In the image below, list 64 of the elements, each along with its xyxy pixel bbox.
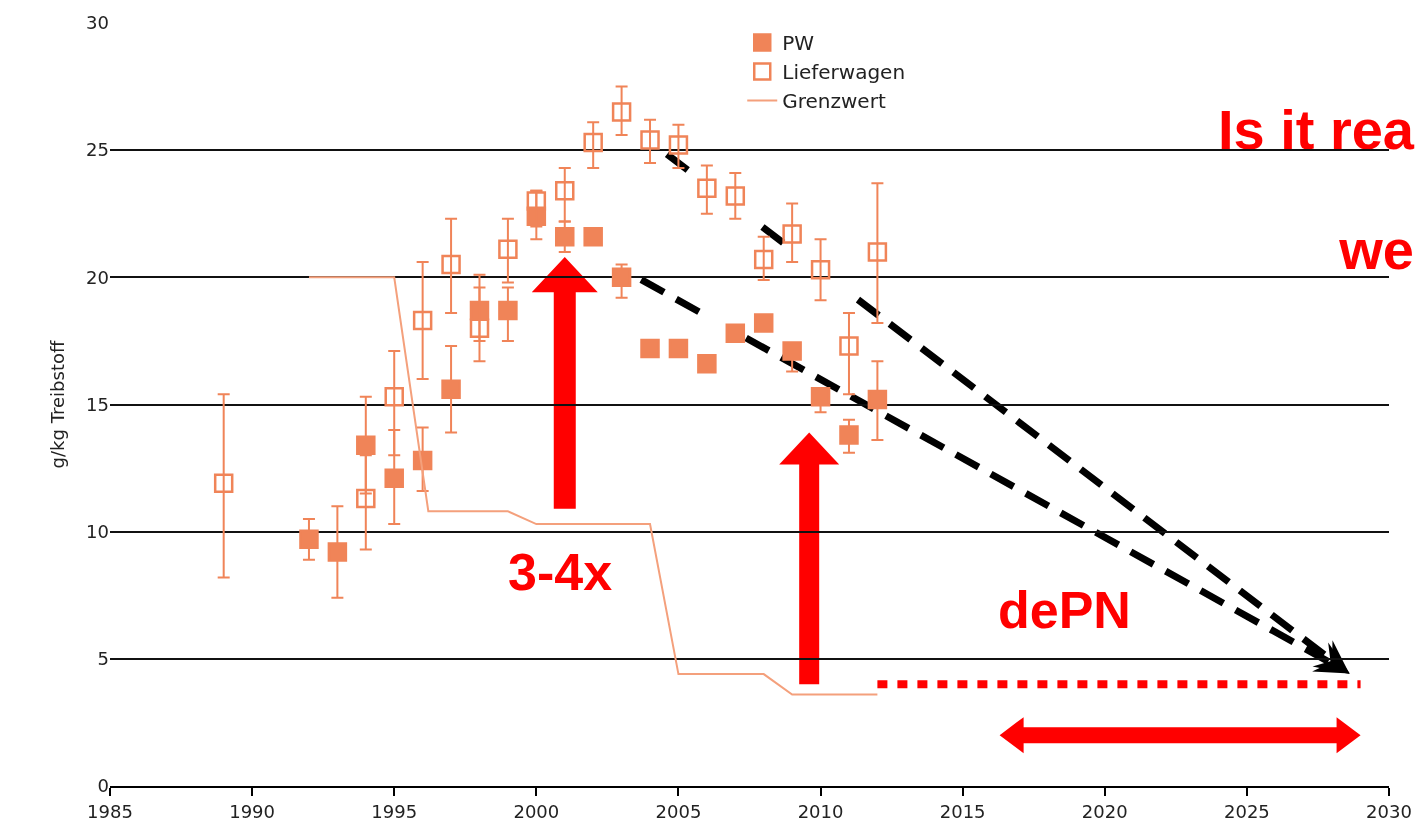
point <box>668 135 689 155</box>
y-tick-label: 30 <box>86 12 109 34</box>
x-tick-label: 2005 <box>655 800 702 822</box>
point <box>384 468 404 489</box>
point <box>839 336 859 356</box>
annotation: dePN <box>998 581 1131 639</box>
text: we <box>1339 218 1414 282</box>
y-tick-label: 5 <box>97 648 109 670</box>
y-tick-label: 25 <box>86 139 109 161</box>
point <box>498 239 518 260</box>
legend-label: Lieferwagen <box>782 60 906 85</box>
point <box>753 249 774 270</box>
point <box>697 354 717 374</box>
point <box>384 387 404 407</box>
point <box>668 338 689 359</box>
x-tick-label: 1990 <box>229 800 276 822</box>
x-tick-label: 1995 <box>371 800 418 822</box>
point <box>611 102 632 122</box>
x-tick-label: 2010 <box>797 800 844 822</box>
point <box>725 186 746 206</box>
legend-label: Grenzwert <box>782 89 886 114</box>
x-tick-label: 2020 <box>1081 800 1128 822</box>
point <box>810 387 831 407</box>
point <box>782 224 802 244</box>
point <box>555 181 575 201</box>
point <box>725 323 746 344</box>
x-tick-label: 2015 <box>939 800 986 822</box>
y-axis-title: g/kg Treibstoff <box>47 340 68 469</box>
legend-label: PW <box>782 31 815 56</box>
text: Is it rea <box>1217 98 1414 162</box>
point <box>611 267 632 288</box>
point <box>356 435 376 455</box>
point <box>555 226 575 247</box>
point <box>867 242 888 262</box>
x-tick-label: 2000 <box>513 800 560 822</box>
point <box>441 254 461 275</box>
y-tick-label: 10 <box>86 520 109 542</box>
x-tick-label: 1985 <box>87 800 133 822</box>
point <box>498 300 518 321</box>
point <box>469 318 490 338</box>
point <box>583 226 603 247</box>
y-tick-label: 20 <box>86 266 109 288</box>
annotation: 3-4x <box>508 543 613 601</box>
point <box>640 338 660 359</box>
point <box>441 379 461 399</box>
point <box>213 473 234 494</box>
x-tick-label: 2030 <box>1366 800 1412 822</box>
point <box>640 130 660 150</box>
point <box>753 313 774 333</box>
line-series <box>307 276 879 696</box>
point <box>526 191 547 211</box>
point <box>697 178 717 199</box>
x-tick-label: 2025 <box>1223 800 1270 822</box>
point <box>299 529 319 550</box>
y-tick-label: 0 <box>97 775 109 797</box>
point <box>356 488 376 509</box>
point <box>782 341 802 361</box>
point <box>583 132 603 153</box>
point <box>867 389 888 410</box>
point <box>327 542 348 562</box>
point <box>839 425 859 445</box>
y-tick-label: 15 <box>86 393 109 415</box>
point <box>810 259 831 280</box>
point <box>412 310 433 331</box>
